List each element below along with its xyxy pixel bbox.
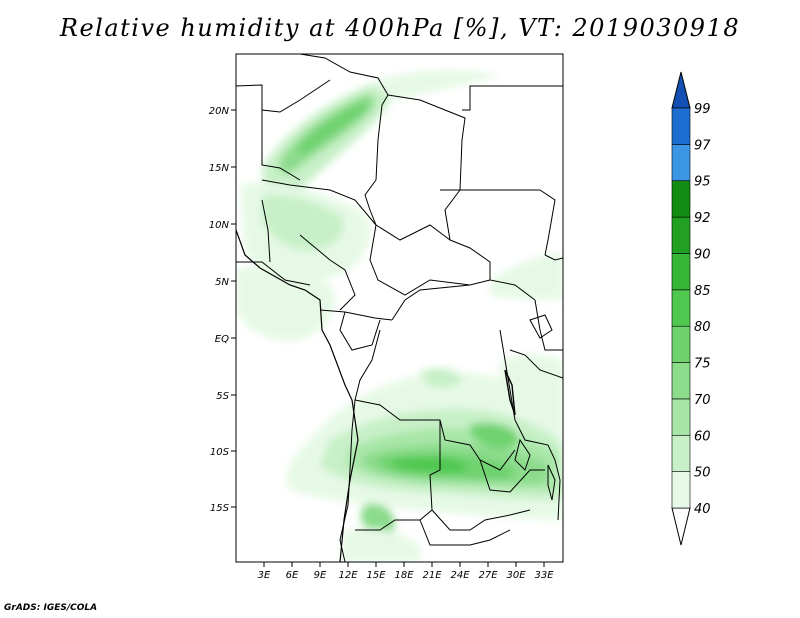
- lon-tick-label: 3E: [258, 570, 271, 581]
- lat-tick-label: 10N: [209, 220, 230, 231]
- lat-tick-label: 15S: [210, 503, 230, 514]
- lon-tick-label: 12E: [338, 570, 358, 581]
- colorbar-label: 80: [694, 320, 711, 335]
- colorbar-label: 75: [694, 357, 711, 372]
- colorbar-segment: [671, 253, 691, 291]
- colorbar-label: 90: [694, 247, 711, 262]
- lat-tick-label: 5N: [215, 277, 229, 288]
- colorbar-top-arrow: [671, 71, 691, 109]
- colorbar-segments: [671, 107, 691, 509]
- lon-tick-label: 15E: [366, 570, 386, 581]
- lat-tick-label: 10S: [210, 447, 230, 458]
- colorbar-segment: [671, 144, 691, 182]
- lon-tick-label: 18E: [394, 570, 414, 581]
- colorbar-segment: [671, 216, 691, 254]
- lat-tick-label: 5S: [216, 391, 229, 402]
- lon-tick-label: 33E: [534, 570, 554, 581]
- colorbar-label: 60: [694, 429, 711, 444]
- colorbar-segment: [671, 434, 691, 472]
- lat-tick-label: 20N: [209, 106, 230, 117]
- lon-tick-label: 6E: [286, 570, 299, 581]
- colorbar-labels: 40 50 60 70 75 80 85 90 92 95 97 99: [694, 102, 711, 517]
- colorbar-label: 99: [694, 102, 711, 117]
- map-title: Relative humidity at 400hPa [%], VT: 201…: [59, 14, 741, 42]
- colorbar-bottom-arrow: [671, 507, 691, 546]
- lon-ticks: [263, 562, 545, 567]
- colorbar-label: 97: [694, 138, 711, 153]
- colorbar-segment: [671, 180, 691, 218]
- credit-footer: GrADS: IGES/COLA: [4, 603, 98, 613]
- colorbar-label: 85: [694, 284, 711, 299]
- colorbar-label: 95: [694, 175, 711, 190]
- lon-tick-label: 9E: [314, 570, 327, 581]
- lat-tick-label: EQ: [215, 334, 229, 345]
- lat-tick-labels: 20N 15N 10N 5N EQ 5S 10S 15S: [209, 106, 230, 514]
- colorbar: 40 50 60 70 75 80 85 90 92 95 97 99: [671, 71, 711, 546]
- lat-tick-label: 15N: [209, 163, 230, 174]
- lon-tick-label: 30E: [506, 570, 526, 581]
- colorbar-segment: [671, 398, 691, 436]
- lon-tick-labels: 3E 6E 9E 12E 15E 18E 21E 24E 27E 30E 33E: [258, 570, 555, 581]
- colorbar-label: 40: [694, 502, 711, 517]
- colorbar-segment: [671, 325, 691, 363]
- humidity-shading: [236, 70, 563, 562]
- colorbar-segment: [671, 362, 691, 400]
- colorbar-label: 50: [694, 466, 711, 481]
- colorbar-label: 92: [694, 211, 711, 226]
- country-boundaries: [236, 54, 563, 562]
- colorbar-segment: [671, 107, 691, 145]
- lat-ticks: [231, 109, 236, 508]
- colorbar-segment: [671, 471, 691, 509]
- colorbar-label: 70: [694, 393, 711, 408]
- colorbar-segment: [671, 289, 691, 327]
- lon-tick-label: 21E: [422, 570, 442, 581]
- lon-tick-label: 24E: [450, 570, 470, 581]
- lon-tick-label: 27E: [478, 570, 498, 581]
- map-frame: [235, 53, 564, 563]
